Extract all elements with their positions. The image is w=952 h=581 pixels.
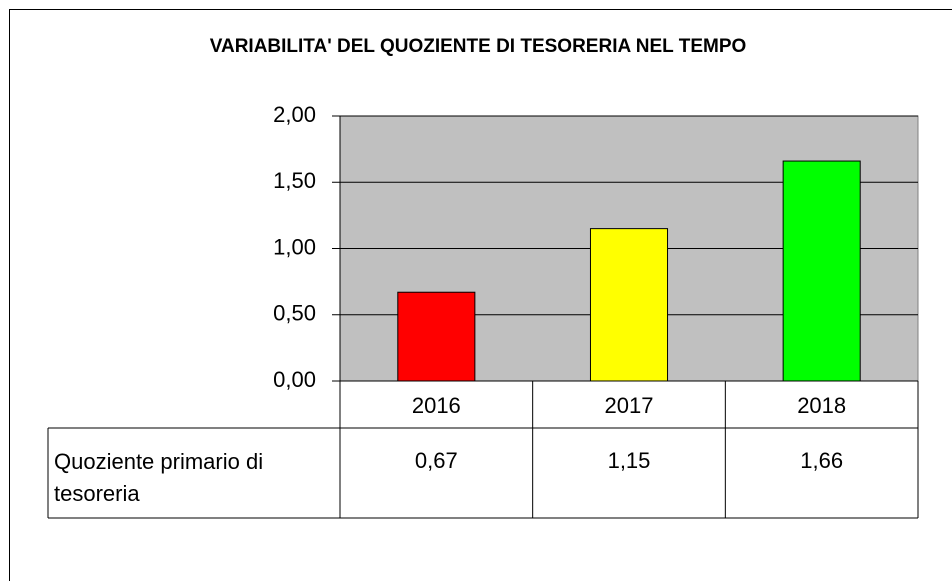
bar [782,160,861,382]
data-label: 0,67 [415,448,458,473]
data-label: 1,15 [608,448,651,473]
x-tick-label: 2017 [605,393,654,418]
data-label: 1,66 [800,448,843,473]
x-tick-label: 2016 [412,393,461,418]
chart-title: VARIABILITA' DEL QUOZIENTE DI TESORERIA … [210,36,747,57]
y-tick-label: 2,00 [273,102,316,127]
legend-entry: Quoziente primario di tesoreria [54,449,264,506]
bar [397,291,476,382]
x-tick-label: 2018 [797,393,846,418]
y-tick-label: 1,50 [273,168,316,193]
y-tick-label: 1,00 [273,234,316,259]
y-tick-label: 0,50 [273,301,316,326]
y-tick-label: 0,00 [273,367,316,392]
bar [589,228,669,382]
